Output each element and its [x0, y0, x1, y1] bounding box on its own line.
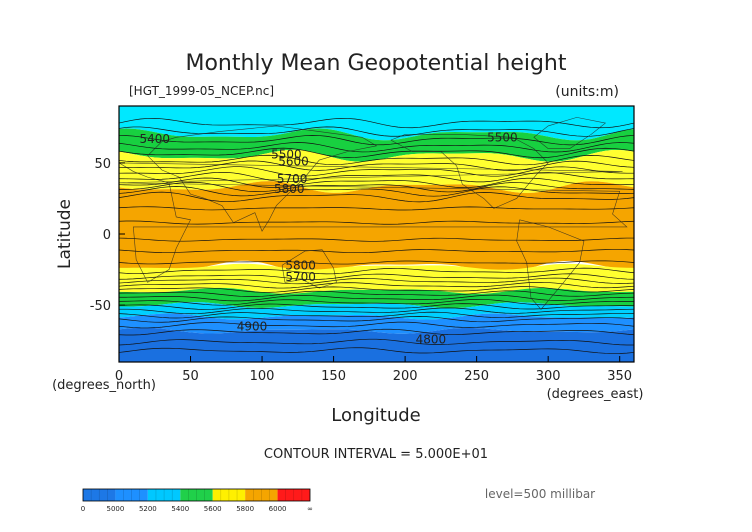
x-tick-label: 50	[182, 369, 199, 384]
contour-line	[119, 328, 634, 336]
colorbar-swatch	[147, 489, 181, 501]
contour-label: 4800	[416, 333, 447, 347]
x-tick-label: 0	[115, 369, 123, 384]
contour-line	[119, 307, 634, 315]
colorbar-swatch	[277, 489, 310, 501]
contour-label: 5800	[285, 259, 316, 273]
x-tick-label: 300	[536, 369, 561, 384]
colorbar-swatch	[212, 489, 246, 501]
coastline	[516, 219, 585, 310]
contour-line	[119, 237, 634, 242]
colorbar-swatch	[115, 489, 148, 501]
coastline	[147, 125, 378, 232]
heatmap-bands	[119, 106, 634, 362]
x-unit-label: (degrees_east)	[547, 387, 644, 402]
contour-line	[119, 260, 634, 265]
colorbar-swatch	[180, 489, 213, 501]
colorbar-tick-label: 5400	[171, 505, 189, 513]
coastline	[390, 134, 549, 209]
x-tick-label: 100	[250, 369, 275, 384]
heatmap-band	[119, 149, 634, 194]
colorbar-swatch	[245, 489, 278, 501]
file-label: [HGT_1999-05_NCEP.nc]	[129, 84, 274, 98]
contour-label: 5600	[278, 155, 309, 169]
contour-line	[119, 321, 634, 329]
x-tick-label: 200	[393, 369, 418, 384]
level-text: level=500 millibar	[485, 487, 595, 501]
colorbar-tick-label: 6000	[269, 505, 287, 513]
contour-line	[119, 277, 634, 285]
contour-line	[119, 135, 634, 146]
y-tick-label: 0	[103, 228, 111, 243]
x-tick-label: 250	[464, 369, 489, 384]
contour-line	[119, 303, 634, 310]
contour-interval-text: CONTOUR INTERVAL = 5.000E+01	[264, 447, 488, 462]
contour-label: 5800	[274, 182, 305, 196]
colorbar-tick-label: 5600	[204, 505, 222, 513]
contour-line	[119, 316, 634, 323]
heatmap-band	[119, 327, 634, 362]
contour-line	[119, 299, 634, 306]
contour-label: 5700	[277, 172, 308, 186]
contour-line	[119, 281, 634, 289]
coastline	[533, 117, 607, 149]
y-unit-label: (degrees_north)	[52, 378, 156, 393]
y-tick-label: 50	[94, 157, 111, 172]
x-axis-title: Longitude	[331, 405, 421, 426]
colorbar-tick-label: 5200	[139, 505, 157, 513]
contour-label: 4900	[237, 320, 268, 334]
contour-line	[119, 118, 634, 129]
contour-line	[119, 294, 634, 302]
x-tick-label: 350	[607, 369, 632, 384]
contour-line	[119, 273, 634, 280]
contour-line	[119, 142, 634, 153]
y-tick-label: -50	[90, 299, 111, 314]
contour-line	[119, 154, 634, 166]
coastline	[281, 249, 337, 289]
contour-line	[119, 286, 634, 293]
contour-line	[119, 338, 634, 346]
contour-line	[119, 206, 634, 211]
heatmap-band	[119, 302, 634, 320]
contour-line	[119, 220, 634, 225]
contour-line	[119, 181, 634, 193]
chart-title: Monthly Mean Geopotential height	[185, 51, 566, 76]
y-axis-ticks: 50 0 -50	[90, 157, 125, 314]
contour-line	[119, 147, 634, 159]
contour-label: 5500	[487, 131, 518, 145]
colorbar-swatch	[83, 489, 116, 501]
contour-line	[119, 171, 634, 183]
colorbar-tick-label: 0	[81, 505, 85, 513]
colorbar-frame	[82, 488, 311, 502]
contour-line	[119, 177, 634, 188]
colorbar-tick-label: 5000	[107, 505, 125, 513]
contour-label: 5700	[285, 270, 316, 284]
contour-line	[119, 267, 634, 275]
contour-line	[119, 166, 634, 177]
contour-line	[119, 160, 634, 171]
contour-line	[119, 290, 634, 297]
coastlines	[119, 117, 628, 310]
x-tick-label: 150	[321, 369, 346, 384]
units-label: (units:m)	[555, 84, 619, 100]
contour-label: 5500	[271, 148, 302, 162]
x-axis-ticks: 0 50 100 150 200 250 300 350	[115, 356, 632, 384]
colorbar-tick-label: ∞	[307, 505, 313, 513]
coastline	[119, 162, 628, 283]
contour-line	[119, 249, 634, 254]
contour-line	[119, 186, 634, 197]
y-axis-title: Latitude	[55, 199, 75, 269]
colorbar-tick-label: 5800	[236, 505, 254, 513]
contour-line	[119, 191, 634, 203]
colorbar: 0 5000 5200 5400 5600 5800 6000 ∞	[81, 488, 313, 513]
contour-line	[119, 347, 634, 354]
contour-lines	[119, 118, 634, 354]
contour-line	[119, 311, 634, 319]
contour-label: 5400	[139, 132, 170, 146]
